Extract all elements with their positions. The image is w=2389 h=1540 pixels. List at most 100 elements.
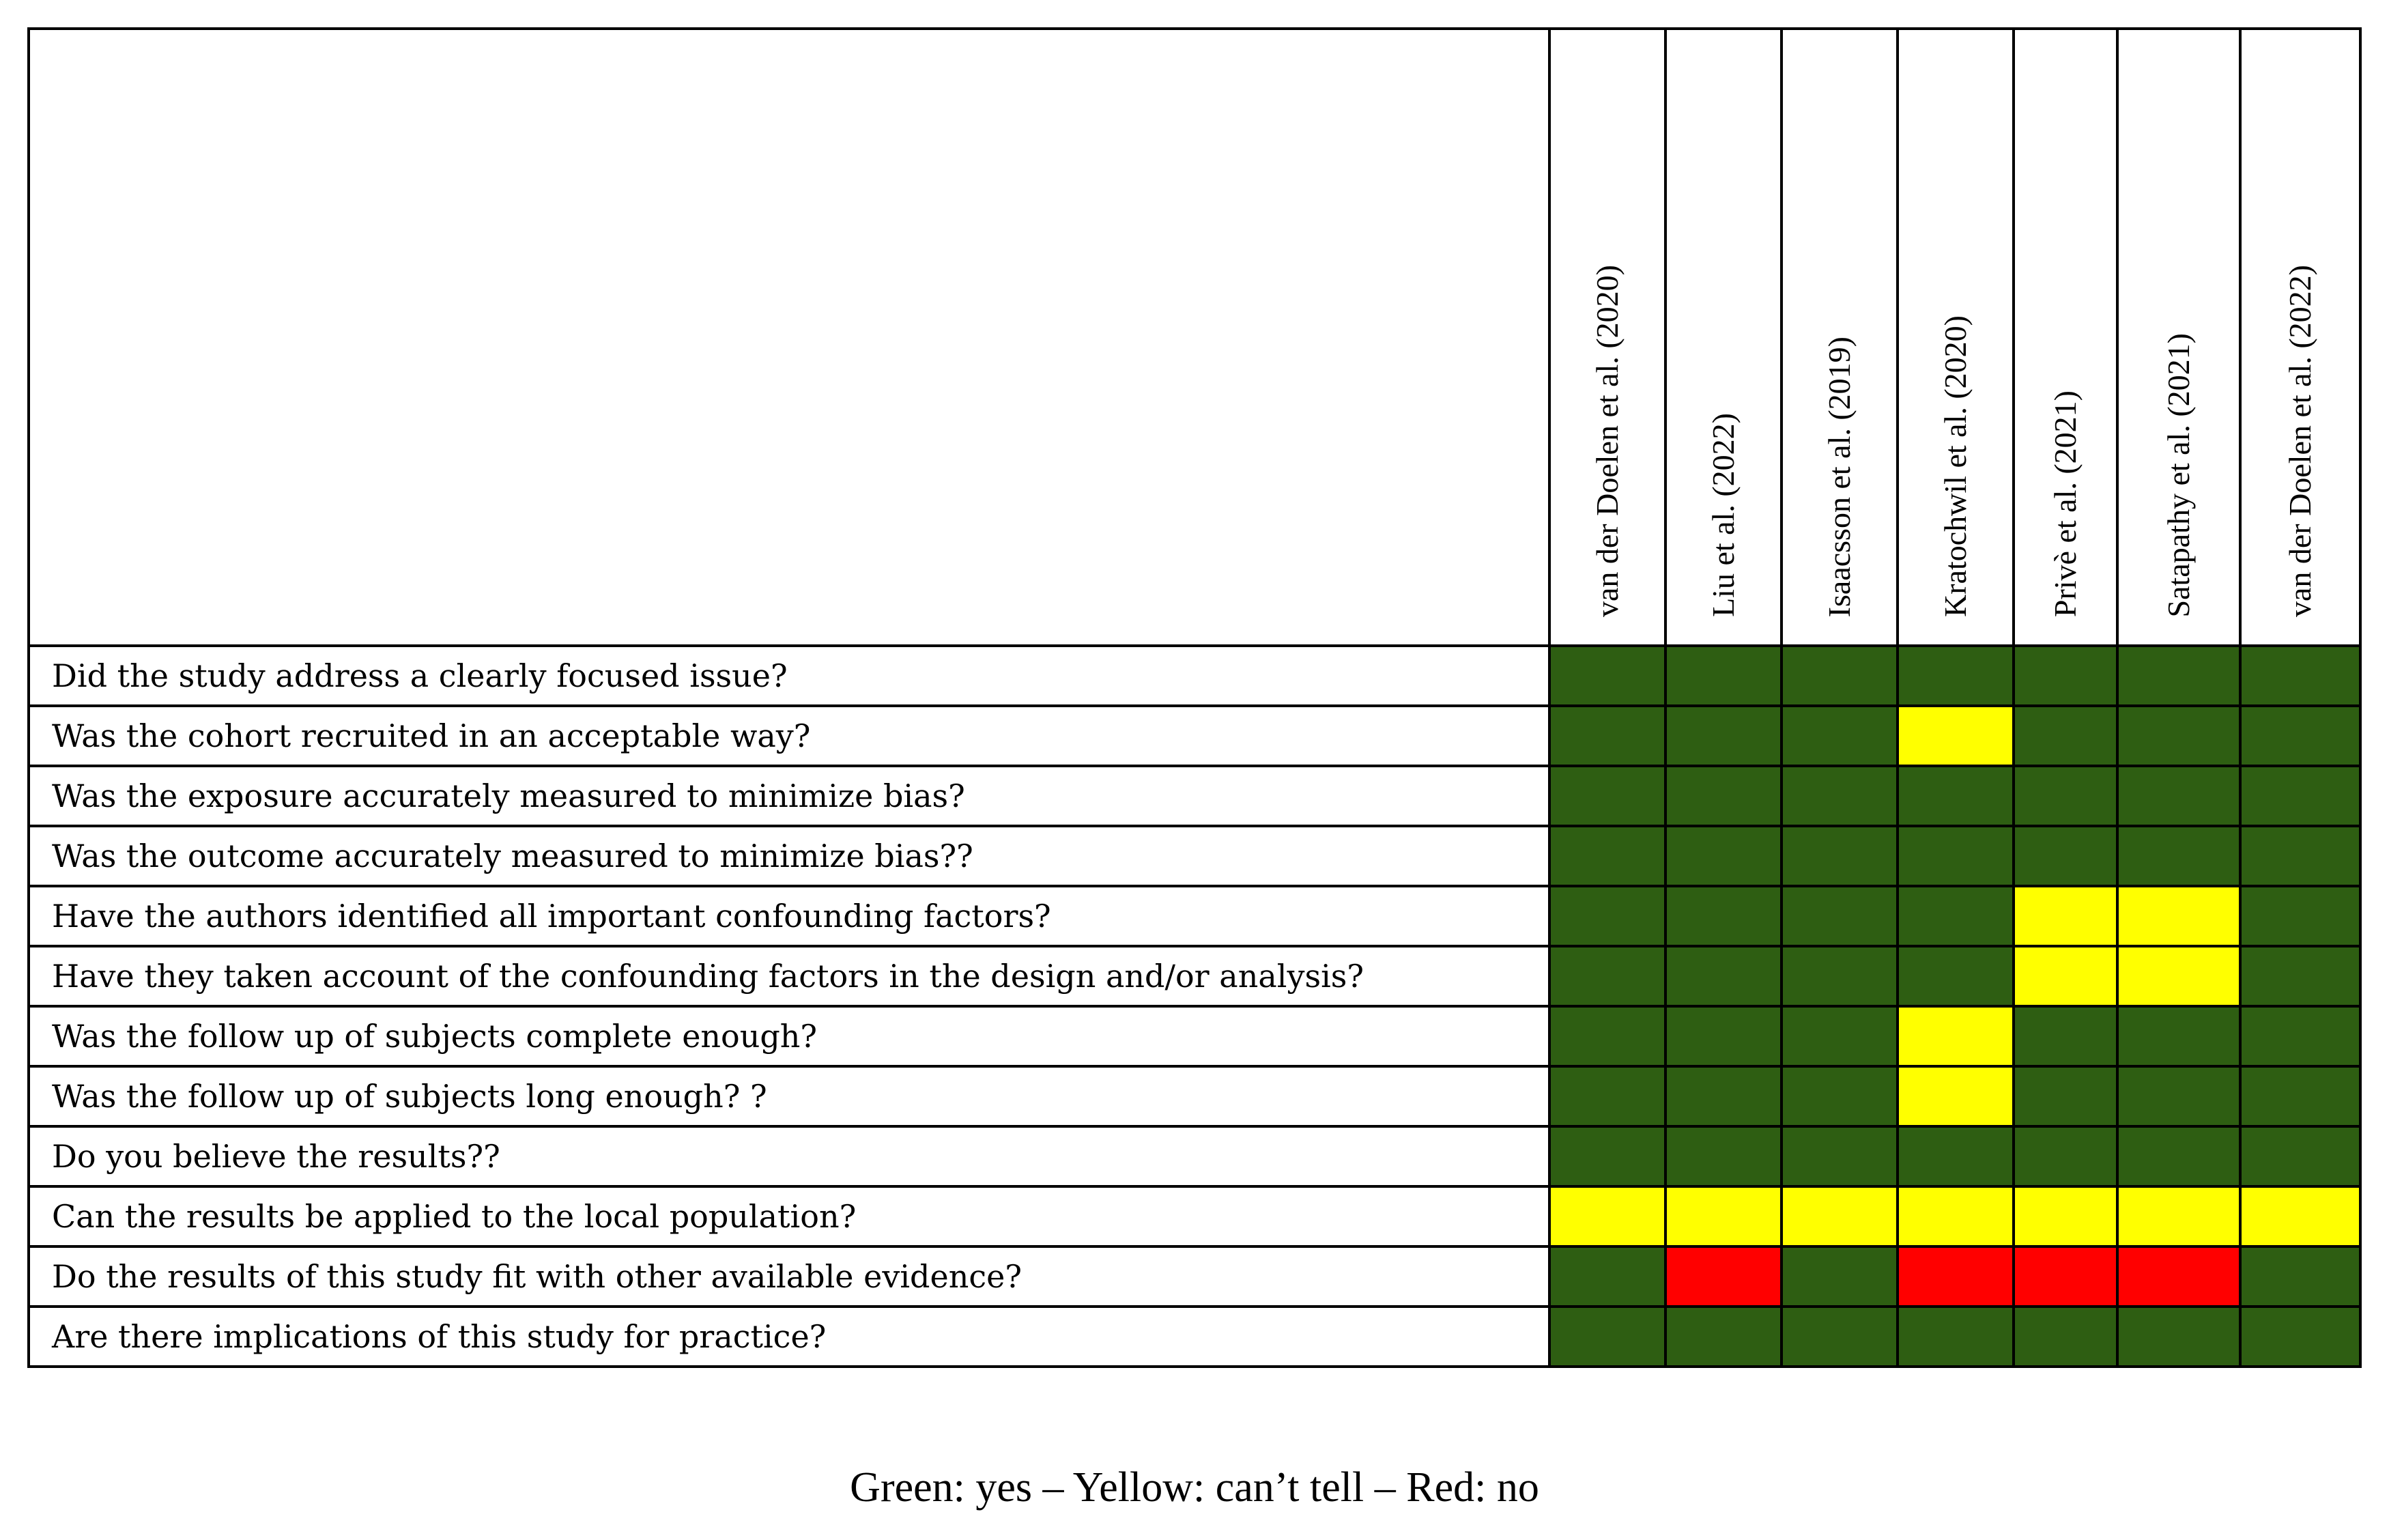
rating-cell-yes [2239,1065,2362,1128]
rating-cell-yes [1780,765,1899,827]
rating-cell-yes [2239,1305,2362,1368]
rating-cell-yes [1664,825,1783,887]
rating-cell-yes [1780,1125,1899,1188]
rating-cell-yes [2239,704,2362,767]
question-cell: Do you believe the results?? [27,1125,1551,1188]
table-body: Did the study address a clearly focused … [27,644,2362,1368]
rating-cell-yes [1664,1005,1783,1068]
rating-cell-yes [1664,1065,1783,1128]
rating-cell-cant-tell [2012,1185,2119,1248]
rating-cell-yes [1896,765,2015,827]
study-header: Isaacsson et al. (2019) [1780,27,1899,647]
rating-cell-yes [1548,1005,1667,1068]
question-cell: Are there implications of this study for… [27,1305,1551,1368]
rating-cell-yes [1664,644,1783,707]
rating-cell-yes [2116,644,2242,707]
rating-cell-yes [1780,1245,1899,1308]
rating-cell-yes [2239,1005,2362,1068]
rating-cell-cant-tell [1896,1065,2015,1128]
question-cell: Was the outcome accurately measured to m… [27,825,1551,887]
rating-cell-yes [1780,825,1899,887]
rating-cell-yes [2116,1065,2242,1128]
rating-cell-no [1664,1245,1783,1308]
table-row: Are there implications of this study for… [27,1305,2362,1368]
header-row: van der Doelen et al. (2020) Liu et al. … [27,27,2362,647]
rating-cell-yes [1896,825,2015,887]
rating-cell-yes [2012,1005,2119,1068]
table-row: Did the study address a clearly focused … [27,644,2362,707]
rating-cell-yes [1548,825,1667,887]
rating-cell-cant-tell [1896,1185,2015,1248]
study-header: van der Doelen et al. (2020) [1548,27,1667,647]
quality-assessment-table: van der Doelen et al. (2020) Liu et al. … [27,27,2362,1368]
study-header: Kratochwil et al. (2020) [1896,27,2015,647]
rating-cell-yes [1548,1245,1667,1308]
rating-cell-yes [1548,885,1667,947]
rating-cell-yes [1664,1125,1783,1188]
rating-cell-yes [2116,1005,2242,1068]
rating-cell-yes [2012,1065,2119,1128]
rating-cell-cant-tell [2116,945,2242,1008]
rating-cell-yes [1780,1305,1899,1368]
table-row: Was the outcome accurately measured to m… [27,825,2362,887]
question-cell: Do the results of this study fit with ot… [27,1245,1551,1308]
rating-cell-yes [1780,704,1899,767]
rating-cell-yes [1896,945,2015,1008]
color-legend: Green: yes – Yellow: can’t tell – Red: n… [850,1464,1539,1511]
table-row: Have the authors identified all importan… [27,885,2362,947]
study-label: Privè et al. (2021) [2048,390,2083,617]
rating-cell-yes [2116,704,2242,767]
rating-cell-no [1896,1245,2015,1308]
table-row: Do the results of this study fit with ot… [27,1245,2362,1308]
table-row: Was the follow up of subjects complete e… [27,1005,2362,1068]
rating-cell-yes [1896,1305,2015,1368]
table-row: Was the exposure accurately measured to … [27,765,2362,827]
rating-cell-yes [1548,644,1667,707]
study-header: Liu et al. (2022) [1664,27,1783,647]
rating-cell-yes [2012,1125,2119,1188]
question-cell: Did the study address a clearly focused … [27,644,1551,707]
rating-cell-yes [1780,945,1899,1008]
study-label: van der Doelen et al. (2022) [2283,264,2317,617]
question-cell: Was the follow up of subjects long enoug… [27,1065,1551,1128]
rating-cell-yes [1664,885,1783,947]
rating-cell-yes [1780,644,1899,707]
study-header: Privè et al. (2021) [2012,27,2119,647]
study-label: van der Doelen et al. (2020) [1590,264,1625,617]
rating-cell-yes [2239,1125,2362,1188]
rating-cell-yes [1548,1305,1667,1368]
rating-cell-yes [1548,1125,1667,1188]
rating-cell-yes [1896,644,2015,707]
rating-cell-cant-tell [1896,1005,2015,1068]
study-label: Kratochwil et al. (2020) [1938,315,1973,617]
rating-cell-yes [2012,825,2119,887]
rating-cell-yes [2239,644,2362,707]
rating-cell-cant-tell [1896,704,2015,767]
rating-cell-cant-tell [2116,1185,2242,1248]
rating-cell-yes [1896,885,2015,947]
rating-cell-cant-tell [1780,1185,1899,1248]
question-cell: Was the cohort recruited in an acceptabl… [27,704,1551,767]
rating-cell-yes [1896,1125,2015,1188]
rating-cell-yes [2012,765,2119,827]
study-label: Satapathy et al. (2021) [2161,332,2196,617]
study-label: Isaacsson et al. (2019) [1822,336,1857,617]
rating-cell-yes [1548,765,1667,827]
rating-cell-yes [2012,704,2119,767]
header-corner-cell [27,27,1551,647]
rating-cell-yes [1780,1005,1899,1068]
table-row: Can the results be applied to the local … [27,1185,2362,1248]
table-row: Was the cohort recruited in an acceptabl… [27,704,2362,767]
rating-cell-no [2012,1245,2119,1308]
question-cell: Was the exposure accurately measured to … [27,765,1551,827]
rating-cell-yes [2239,885,2362,947]
question-cell: Have the authors identified all importan… [27,885,1551,947]
question-cell: Have they taken account of the confoundi… [27,945,1551,1008]
rating-cell-yes [2012,644,2119,707]
rating-cell-yes [1780,885,1899,947]
question-cell: Can the results be applied to the local … [27,1185,1551,1248]
rating-cell-yes [1548,704,1667,767]
rating-cell-yes [2116,1305,2242,1368]
rating-cell-yes [1664,765,1783,827]
table-row: Have they taken account of the confoundi… [27,945,2362,1008]
